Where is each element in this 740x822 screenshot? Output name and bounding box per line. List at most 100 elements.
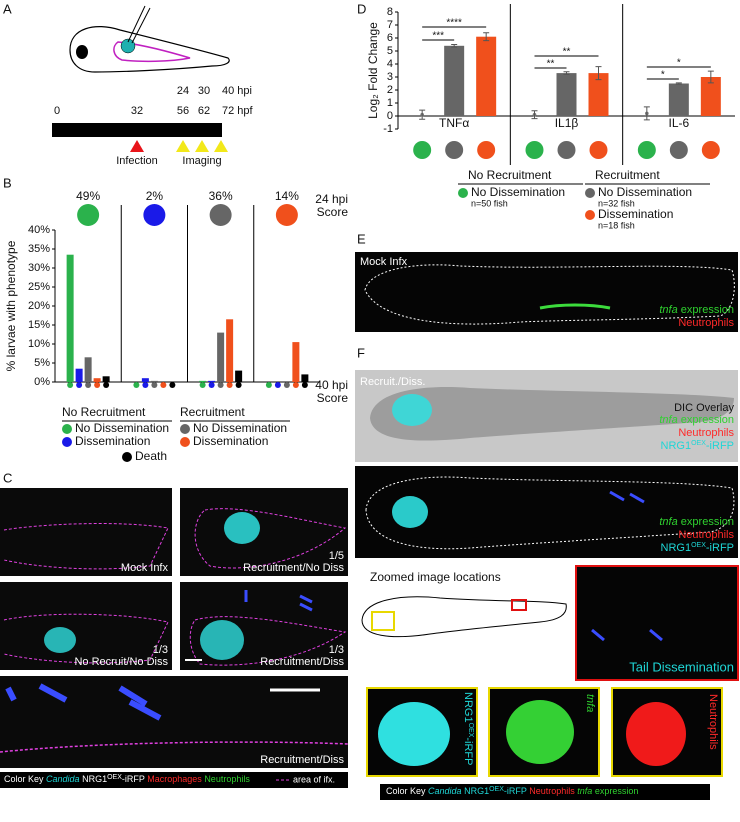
- group-marker: [525, 141, 544, 159]
- group-marker: [413, 141, 432, 159]
- key-expression: expression: [595, 786, 639, 796]
- bar: [235, 370, 243, 382]
- key-tnfa: tnfa: [577, 786, 592, 796]
- color-key-text: Color Key Candida NRG1OEX-iRFP Macrophag…: [4, 774, 250, 785]
- nrg: NRG1: [462, 692, 474, 723]
- key-nrg: NRG1: [82, 774, 107, 784]
- image-fraction: 1/5: [329, 550, 344, 562]
- irfp: -iRFP: [706, 440, 734, 452]
- candida: [44, 627, 76, 653]
- error-bar: [419, 109, 426, 120]
- error-bar: [595, 66, 602, 81]
- legend-swatch: [585, 188, 595, 198]
- key-nrg: NRG1: [464, 786, 489, 796]
- y-tick-label: 0%: [34, 376, 50, 388]
- bar-dot: [94, 382, 101, 388]
- infection-marker: [130, 140, 144, 152]
- y-tick-label: 40%: [28, 224, 50, 236]
- bar: [292, 342, 300, 382]
- y-tick-label: 10%: [28, 338, 50, 350]
- neutrophils-label: Neutrophils: [678, 317, 734, 329]
- bar-dot: [226, 382, 233, 388]
- bar-dot: [301, 382, 308, 388]
- image-label: Mock Infx: [121, 562, 169, 574]
- bar: [66, 254, 74, 382]
- sample-size: n=18 fish: [598, 220, 635, 230]
- expression: expression: [681, 516, 734, 528]
- bar-dot: [76, 382, 83, 388]
- legend-title: Recruitment: [595, 168, 660, 182]
- arrow: [609, 490, 645, 504]
- error-bar: [643, 106, 650, 121]
- y-axis-title: Log₂ Fold Change: [366, 22, 380, 119]
- infection-site: [120, 38, 136, 54]
- imaging-marker: [195, 140, 209, 152]
- group-marker: [637, 141, 656, 159]
- bar: [75, 368, 83, 382]
- image-fraction: 1/3: [329, 644, 344, 656]
- legend-swatch: [62, 424, 72, 434]
- nrg: NRG1: [661, 440, 692, 452]
- sample-size: n=50 fish: [471, 198, 508, 208]
- bar-dot: [160, 382, 167, 388]
- tnfa-signal: [539, 303, 611, 310]
- panel-label: B: [3, 175, 12, 190]
- neutrophils-label: Neutrophils: [707, 694, 719, 750]
- candida: [224, 512, 260, 544]
- score-label: Score: [317, 205, 349, 219]
- y-tick-label: 3: [387, 71, 393, 83]
- bar-dot: [151, 382, 158, 388]
- legend-swatch: [122, 452, 132, 462]
- panel-label: A: [3, 1, 12, 16]
- bar-dot: [103, 382, 110, 388]
- bar: [84, 357, 92, 382]
- bar: [150, 380, 158, 382]
- panel-label: D: [357, 1, 366, 16]
- infection-area: [189, 616, 347, 666]
- tnfa-label: tnfa expression: [659, 414, 734, 426]
- x-tick-label: IL-6: [668, 116, 689, 130]
- key-neutrophils: Neutrophils: [204, 774, 250, 784]
- image-label: Recruitment/Diss: [260, 656, 344, 668]
- expression: expression: [681, 304, 734, 316]
- category-marker: [77, 204, 100, 226]
- imaging-label: Imaging: [182, 155, 221, 167]
- panel-label: E: [357, 231, 366, 246]
- sample-size: n=32 fish: [598, 198, 635, 208]
- significance-label: *: [677, 58, 681, 69]
- y-tick-label: 6: [387, 32, 393, 44]
- image-label: Recruitment/No Diss: [243, 562, 344, 574]
- y-tick-label: 8: [387, 6, 393, 18]
- category-marker: [209, 204, 232, 226]
- legend-label: Dissemination: [75, 434, 150, 448]
- hpf-label: 56: [177, 105, 189, 117]
- legend-swatch: [62, 437, 72, 447]
- significance-label: **: [547, 59, 555, 70]
- candida: [200, 620, 244, 660]
- bar-dot: [85, 382, 92, 388]
- group-marker: [477, 141, 496, 159]
- legend-swatch: [585, 210, 595, 220]
- key-title: Color Key: [386, 786, 426, 796]
- fish-outline: [364, 264, 735, 325]
- tnfa: tnfa: [659, 414, 677, 426]
- irfp: -iRFP: [706, 542, 734, 554]
- fish: [370, 387, 734, 441]
- hpf-label: 0: [54, 105, 60, 117]
- neutrophils-label: Neutrophils: [678, 427, 734, 439]
- micrograph: [0, 488, 172, 576]
- arrow: [5, 683, 162, 721]
- error-bar: [675, 82, 682, 85]
- legend-swatch: [180, 424, 190, 434]
- needle: [127, 5, 146, 43]
- group-marker: [669, 141, 688, 159]
- category-marker: [143, 204, 166, 226]
- y-tick-label: -1: [383, 123, 393, 135]
- group-marker: [445, 141, 464, 159]
- bar: [668, 83, 689, 116]
- legend-title: Recruitment: [180, 405, 245, 419]
- key-irfp: -iRFP: [122, 774, 145, 784]
- bar-dot: [133, 382, 140, 388]
- fish-outline: [69, 26, 230, 73]
- timeline: [52, 123, 222, 137]
